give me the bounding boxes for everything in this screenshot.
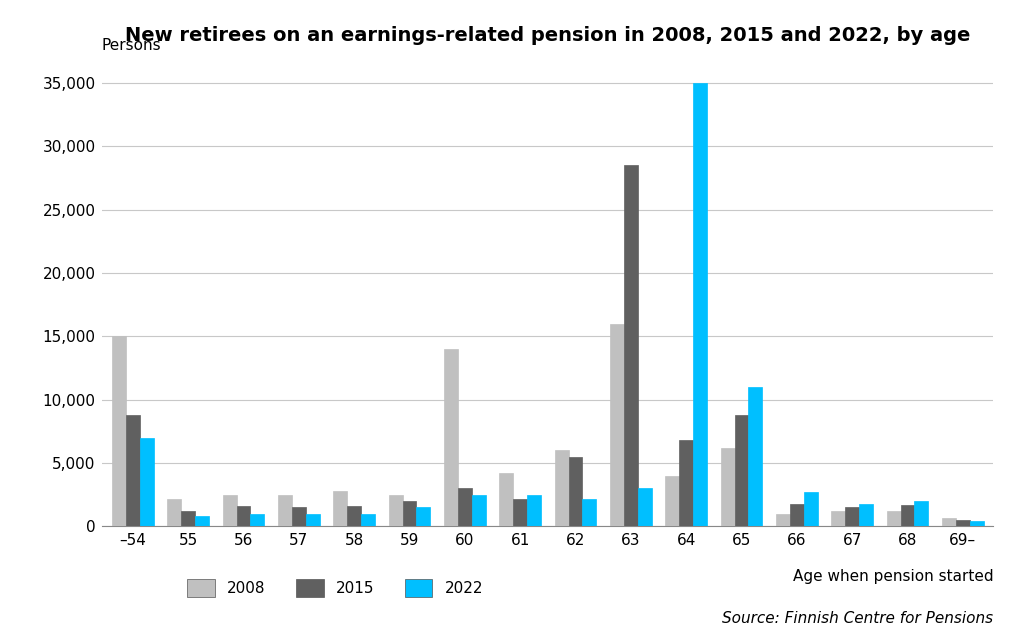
Bar xyxy=(610,324,624,526)
Bar xyxy=(804,492,817,526)
Bar xyxy=(237,506,251,526)
Bar xyxy=(734,415,749,526)
Bar xyxy=(859,503,872,526)
Bar xyxy=(970,521,984,526)
Bar xyxy=(845,507,859,526)
Bar xyxy=(776,514,790,526)
Bar xyxy=(181,511,196,526)
Bar xyxy=(223,495,237,526)
Text: Persons: Persons xyxy=(101,38,161,53)
Bar xyxy=(666,476,679,526)
Bar xyxy=(831,511,845,526)
Text: Age when pension started: Age when pension started xyxy=(793,569,993,584)
Bar xyxy=(638,489,651,526)
Bar xyxy=(306,514,319,526)
Bar xyxy=(583,499,596,526)
Bar xyxy=(444,349,458,526)
Bar xyxy=(126,415,139,526)
Bar xyxy=(679,440,693,526)
Bar xyxy=(458,489,472,526)
Bar xyxy=(196,516,209,526)
Bar xyxy=(334,491,347,526)
Bar xyxy=(887,511,900,526)
Bar xyxy=(513,499,527,526)
Bar xyxy=(361,514,375,526)
Bar xyxy=(251,514,264,526)
Bar xyxy=(139,438,154,526)
Legend: 2008, 2015, 2022: 2008, 2015, 2022 xyxy=(181,573,489,603)
Bar xyxy=(112,336,126,526)
Bar xyxy=(417,507,430,526)
Bar xyxy=(292,507,306,526)
Title: New retirees on an earnings-related pension in 2008, 2015 and 2022, by age: New retirees on an earnings-related pens… xyxy=(125,26,971,45)
Bar xyxy=(749,387,762,526)
Bar xyxy=(555,451,568,526)
Bar xyxy=(389,495,402,526)
Bar xyxy=(472,495,485,526)
Bar xyxy=(347,506,361,526)
Bar xyxy=(790,503,804,526)
Bar xyxy=(279,495,292,526)
Bar xyxy=(693,83,707,526)
Bar xyxy=(167,499,181,526)
Bar xyxy=(527,495,541,526)
Bar xyxy=(624,166,638,526)
Bar xyxy=(568,456,583,526)
Bar xyxy=(500,473,513,526)
Text: Source: Finnish Centre for Pensions: Source: Finnish Centre for Pensions xyxy=(722,611,993,626)
Bar xyxy=(402,501,417,526)
Bar xyxy=(721,448,734,526)
Bar xyxy=(956,520,970,526)
Bar xyxy=(914,501,929,526)
Bar xyxy=(942,517,956,526)
Bar xyxy=(900,505,914,526)
